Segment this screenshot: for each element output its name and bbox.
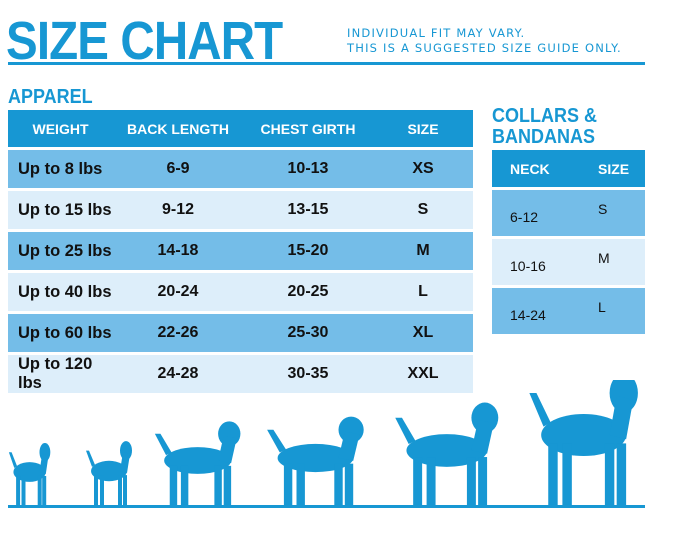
cell-neck: 10-16 (492, 239, 598, 285)
cell-chest-girth: 30-35 (243, 355, 373, 393)
guide-note: THIS IS A SUGGESTED SIZE GUIDE ONLY. (347, 41, 622, 55)
title-divider (8, 62, 645, 65)
cell-back-length: 9-12 (113, 191, 243, 229)
dog-silhouettes (8, 380, 645, 508)
cell-chest-girth: 13-15 (243, 191, 373, 229)
cell-chest-girth: 10-13 (243, 150, 373, 188)
table-row: 14-24 L (492, 288, 645, 334)
col-collar-size: SIZE (598, 150, 645, 187)
table-row: Up to 15 lbs 9-12 13-15 S (8, 191, 473, 229)
cell-weight: Up to 8 lbs (8, 150, 113, 188)
fit-note: INDIVIDUAL FIT MAY VARY. (347, 26, 526, 40)
beagle-icon (154, 421, 241, 505)
col-size: SIZE (373, 110, 473, 147)
pomeranian-icon (8, 442, 51, 505)
cell-chest-girth: 20-25 (243, 273, 373, 311)
cell-size: L (373, 273, 473, 311)
cell-back-length: 24-28 (113, 355, 243, 393)
cell-weight: Up to 40 lbs (8, 273, 113, 311)
cell-collar-size: L (598, 288, 645, 334)
table-row: Up to 25 lbs 14-18 15-20 M (8, 232, 473, 270)
cell-back-length: 22-26 (113, 314, 243, 352)
table-row: 10-16 M (492, 239, 645, 285)
page-title: SIZE CHART (6, 11, 283, 71)
col-weight: WEIGHT (8, 110, 113, 147)
spaniel-icon (267, 416, 364, 505)
table-row: Up to 40 lbs 20-24 20-25 L (8, 273, 473, 311)
cell-size: S (373, 191, 473, 229)
cell-weight: Up to 25 lbs (8, 232, 113, 270)
cell-back-length: 6-9 (113, 150, 243, 188)
cell-size: M (373, 232, 473, 270)
table-row: 6-12 S (492, 190, 645, 236)
col-neck: NECK (492, 150, 598, 187)
cell-chest-girth: 25-30 (243, 314, 373, 352)
col-back-length: BACK LENGTH (113, 110, 243, 147)
cell-size: XXL (373, 355, 473, 393)
cell-chest-girth: 15-20 (243, 232, 373, 270)
table-row: Up to 120 lbs 24-28 30-35 XXL (8, 355, 473, 393)
cell-collar-size: M (598, 239, 645, 285)
apparel-table: WEIGHT BACK LENGTH CHEST GIRTH SIZE Up t… (8, 107, 473, 396)
cell-size: XS (373, 150, 473, 188)
table-row: Up to 8 lbs 6-9 10-13 XS (8, 150, 473, 188)
cell-back-length: 20-24 (113, 273, 243, 311)
cell-weight: Up to 15 lbs (8, 191, 113, 229)
great-dane-icon (529, 380, 638, 505)
table-row: Up to 60 lbs 22-26 25-30 XL (8, 314, 473, 352)
cell-collar-size: S (598, 190, 645, 236)
cell-neck: 14-24 (492, 288, 598, 334)
collars-heading-2: BANDANAS (492, 126, 596, 148)
husky-icon (395, 402, 499, 505)
apparel-heading: APPAREL (8, 86, 93, 108)
cell-back-length: 14-18 (113, 232, 243, 270)
col-chest-girth: CHEST GIRTH (243, 110, 373, 147)
cell-size: XL (373, 314, 473, 352)
collars-table: NECK SIZE 6-12 S 10-16 M 14-24 L (492, 147, 645, 337)
cell-neck: 6-12 (492, 190, 598, 236)
cell-weight: Up to 60 lbs (8, 314, 113, 352)
pug-icon (86, 441, 132, 505)
cell-weight: Up to 120 lbs (8, 355, 113, 393)
ground-line (8, 505, 645, 508)
collars-heading-1: COLLARS & (492, 105, 598, 127)
